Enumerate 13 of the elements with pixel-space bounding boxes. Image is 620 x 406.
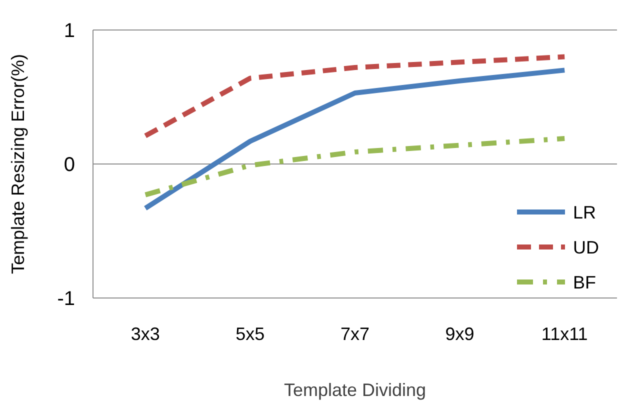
x-tick-label: 7x7 [340,324,370,344]
legend-label: BF [573,272,596,292]
x-tick-label: 3x3 [130,324,160,344]
x-tick-label: 11x11 [541,324,588,344]
y-tick-label: -1 [57,288,75,310]
x-tick-label: 9x9 [445,324,474,344]
x-tick-label: 5x5 [236,324,265,344]
legend-label: LR [573,202,596,222]
x-axis-title: Template Dividing [284,380,426,400]
legend-label: UD [573,237,599,258]
y-tick-label: 1 [64,20,75,42]
y-axis-title: Template Resizing Error(%) [8,54,28,274]
y-tick-label: 0 [64,154,75,176]
